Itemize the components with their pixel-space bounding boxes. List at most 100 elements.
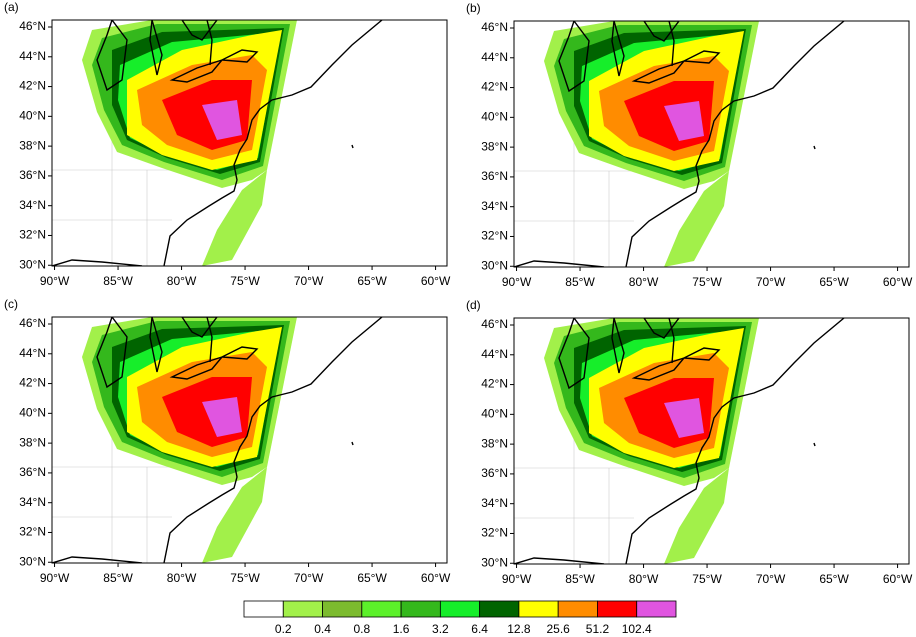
colorbar-label: 25.6 [547,622,571,636]
colorbar-label: 3.2 [432,622,449,636]
map-field [514,21,844,267]
y-tick-label: 40°N [19,109,46,123]
y-tick-label: 30°N [481,258,508,272]
x-tick-label: 70°W [756,275,786,289]
panel-label: (a) [4,0,19,14]
colorbar-label: 0.4 [314,622,331,636]
colorbar: 0.2 0.4 0.8 1.6 3.2 6.4 12.8 25.6 51.2 102.4 [243,600,677,636]
y-tick-label: 46°N [19,19,46,33]
y-tick-label: 36°N [481,466,508,480]
y-tick-label: 46°N [481,317,508,331]
panel-label: (b) [466,1,481,15]
x-tick-label: 65°W [819,572,849,586]
y-tick-label: 42°N [481,80,508,94]
y-tick-label: 42°N [481,377,508,391]
colorbar-label: 0.8 [353,622,370,636]
y-tick-label: 38°N [481,436,508,450]
x-tick-label: 85°W [103,571,133,585]
y-tick-label: 30°N [19,554,46,568]
colorbar-label: 102.4 [622,622,652,636]
x-tick-label: 65°W [357,274,387,288]
y-tick-label: 42°N [19,79,46,93]
y-tick-label: 44°N [481,347,508,361]
colorbar-label: 12.8 [507,622,531,636]
y-tick-label: 46°N [481,20,508,34]
colorbar-box [243,600,284,618]
x-tick-label: 75°W [692,275,722,289]
x-tick-label: 75°W [230,274,260,288]
y-tick-label: 40°N [481,110,508,124]
x-tick-label: 60°W [421,274,451,288]
y-tick-label: 44°N [19,49,46,63]
panel-label: (d) [466,298,481,312]
y-tick-label: 36°N [19,465,46,479]
x-tick-label: 75°W [692,572,722,586]
y-tick-label: 34°N [481,199,508,213]
map-field [52,317,382,563]
x-tick-label: 70°W [756,572,786,586]
y-tick-label: 38°N [19,138,46,152]
panel-label: (c) [4,297,18,311]
y-tick-label: 32°N [19,525,46,539]
y-tick-label: 34°N [481,496,508,510]
x-tick-label: 75°W [230,571,260,585]
y-tick-label: 44°N [481,50,508,64]
colorbar-label: 1.6 [393,622,410,636]
y-tick-label: 32°N [481,229,508,243]
y-tick-label: 30°N [19,257,46,271]
colorbar-label: 6.4 [471,622,488,636]
y-tick-label: 32°N [19,228,46,242]
colorbar-label: 51.2 [586,622,610,636]
x-tick-label: 85°W [565,275,595,289]
y-tick-label: 40°N [19,406,46,420]
map-frame [513,20,910,268]
x-tick-label: 80°W [629,572,659,586]
y-tick-label: 34°N [19,495,46,509]
colorbar-box [400,600,441,618]
x-tick-label: 90°W [40,274,70,288]
x-tick-label: 90°W [40,571,70,585]
map-panel: (d) 90°W 85°W 80°W 75°W 70°W 65°W 60°W 30°N 32°N 3… [466,298,913,586]
y-tick-label: 46°N [19,316,46,330]
panels: (a) 90°W 85°W 80°W 75°W 70°W 65°W 60°W 30°N 32°N 3… [4,0,913,586]
map-panel: (b) 90°W 85°W 80°W 75°W 70°W 65°W 60°W 30°N 32°N 3… [466,1,913,289]
colorbar-box [479,600,520,618]
y-tick-label: 36°N [481,169,508,183]
x-tick-label: 60°W [883,275,913,289]
x-tick-label: 85°W [103,274,133,288]
map-frame [513,317,910,565]
y-tick-label: 38°N [481,139,508,153]
x-tick-label: 80°W [167,274,197,288]
x-tick-label: 65°W [819,275,849,289]
x-tick-label: 80°W [629,275,659,289]
map-panel: (a) 90°W 85°W 80°W 75°W 70°W 65°W 60°W 30°N 32°N 3… [4,0,451,288]
x-tick-label: 90°W [502,572,532,586]
x-tick-label: 65°W [357,571,387,585]
y-tick-label: 36°N [19,168,46,182]
y-tick-label: 34°N [19,198,46,212]
y-tick-label: 40°N [481,407,508,421]
x-tick-label: 60°W [421,571,451,585]
map-panel: (c) 90°W 85°W 80°W 75°W 70°W 65°W 60°W 30°N 32°N 3… [4,297,451,585]
map-frame [51,19,448,267]
colorbar-box [361,600,402,618]
colorbar-box [557,600,598,618]
map-frame [51,316,448,564]
x-tick-label: 60°W [883,572,913,586]
y-tick-label: 44°N [19,346,46,360]
x-tick-label: 80°W [167,571,197,585]
colorbar-box [282,600,323,618]
x-tick-label: 70°W [294,274,324,288]
y-tick-label: 42°N [19,376,46,390]
x-tick-label: 85°W [565,572,595,586]
x-tick-label: 90°W [502,275,532,289]
colorbar-box [439,600,481,618]
colorbar-box [597,600,638,618]
colorbar-box [636,600,677,618]
map-field [52,20,382,266]
y-tick-label: 32°N [481,526,508,540]
colorbar-box [518,600,559,618]
colorbar-label: 0.2 [275,622,292,636]
